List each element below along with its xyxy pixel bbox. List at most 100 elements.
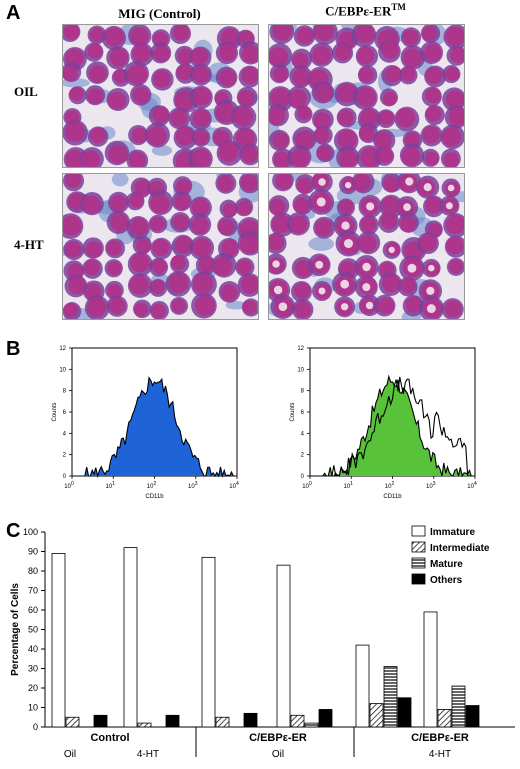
cell xyxy=(132,235,152,255)
legend-swatch xyxy=(411,525,426,537)
cell xyxy=(107,191,130,214)
cell xyxy=(238,174,258,194)
cell xyxy=(216,140,243,166)
cell xyxy=(234,197,254,217)
cell xyxy=(421,86,442,107)
y-tick-label: 100 xyxy=(23,527,38,537)
cell xyxy=(444,105,464,129)
cell xyxy=(123,61,150,87)
histogram-ytick-label: 10 xyxy=(297,367,304,373)
panel-a-col-label-cebp: C/EBPε-ERTM xyxy=(268,2,463,19)
cell xyxy=(165,271,192,297)
cell xyxy=(269,277,291,303)
legend-label: Immature xyxy=(430,527,475,538)
micrograph-cebp-4ht xyxy=(268,173,465,320)
legend-swatch xyxy=(411,557,426,569)
cell xyxy=(287,85,311,110)
cell xyxy=(313,216,336,239)
cell xyxy=(241,298,258,317)
cell xyxy=(105,238,125,259)
cell xyxy=(269,129,290,151)
cell xyxy=(190,271,217,298)
cell xyxy=(189,85,213,109)
cell xyxy=(191,128,211,147)
cell xyxy=(188,146,213,167)
cell xyxy=(294,105,313,124)
cell xyxy=(80,191,104,216)
legend-swatch xyxy=(411,573,426,585)
cell xyxy=(373,129,396,152)
cell xyxy=(189,107,212,130)
cell xyxy=(354,254,379,280)
cell xyxy=(291,48,313,70)
y-tick-label: 50 xyxy=(28,625,38,635)
cell xyxy=(63,119,88,146)
histogram-ylabel: Counts xyxy=(290,402,296,421)
bar-mature xyxy=(383,666,398,728)
cell xyxy=(189,196,212,219)
cell xyxy=(127,251,153,277)
cell xyxy=(373,294,396,317)
histogram-xtick-label: 101 xyxy=(344,481,354,490)
cell xyxy=(444,235,464,258)
y-tick-label: 90 xyxy=(28,547,38,557)
cell xyxy=(169,296,189,315)
cell xyxy=(313,125,333,145)
cell xyxy=(82,258,103,279)
cell xyxy=(230,104,257,131)
legend-swatch xyxy=(411,541,426,553)
cell xyxy=(316,143,335,163)
cell xyxy=(376,109,396,129)
cell xyxy=(381,64,403,87)
bar-others xyxy=(397,697,412,728)
cell xyxy=(189,235,215,261)
cell xyxy=(105,280,124,300)
cell xyxy=(126,149,149,167)
cell xyxy=(82,237,104,259)
histogram-ytick-label: 6 xyxy=(63,410,67,416)
cell xyxy=(63,302,82,319)
histogram-control: 0 2 4 6 8 10 12 100 101 102 103 104 Counts CD11b xyxy=(52,346,239,500)
histogram-ytick-label: 8 xyxy=(301,389,305,395)
panel-a-letter: A xyxy=(6,2,21,24)
group-sublabel: Oil xyxy=(64,749,76,760)
cell xyxy=(148,105,171,127)
cell xyxy=(420,124,443,147)
cell xyxy=(418,295,445,319)
histogram-ytick-label: 4 xyxy=(301,431,305,437)
cell xyxy=(400,27,422,48)
cell xyxy=(269,63,290,84)
legend-label: Others xyxy=(430,575,463,586)
cell xyxy=(400,45,426,70)
bar-immature xyxy=(51,553,66,728)
group-sublabel: 4-HT xyxy=(429,749,451,760)
cell xyxy=(420,41,444,64)
cell xyxy=(395,196,419,219)
bar-others xyxy=(465,705,480,728)
bar-immature xyxy=(201,556,216,728)
cell xyxy=(441,178,461,198)
cell xyxy=(126,216,150,240)
cell xyxy=(358,194,382,219)
cell xyxy=(211,252,237,278)
bar-intermediate xyxy=(290,714,305,728)
cell xyxy=(312,25,338,45)
cell xyxy=(84,42,104,62)
cell xyxy=(239,143,258,166)
cell xyxy=(287,145,312,167)
histogram-xtick-label: 100 xyxy=(302,481,312,490)
cell xyxy=(351,25,377,48)
histogram-xtick-label: 102 xyxy=(147,481,157,490)
cell xyxy=(126,191,145,211)
histogram-xlabel: CD11b xyxy=(383,494,402,500)
panel-a-row-label-oil: OIL xyxy=(14,84,38,99)
cell xyxy=(334,296,356,318)
bar-mature xyxy=(304,722,319,728)
cell xyxy=(63,62,82,83)
bar-others xyxy=(93,714,108,728)
cell xyxy=(359,215,379,235)
cell xyxy=(269,232,287,254)
group-sublabel: Oil xyxy=(272,749,284,760)
cell xyxy=(106,295,128,317)
cell xyxy=(378,40,401,63)
